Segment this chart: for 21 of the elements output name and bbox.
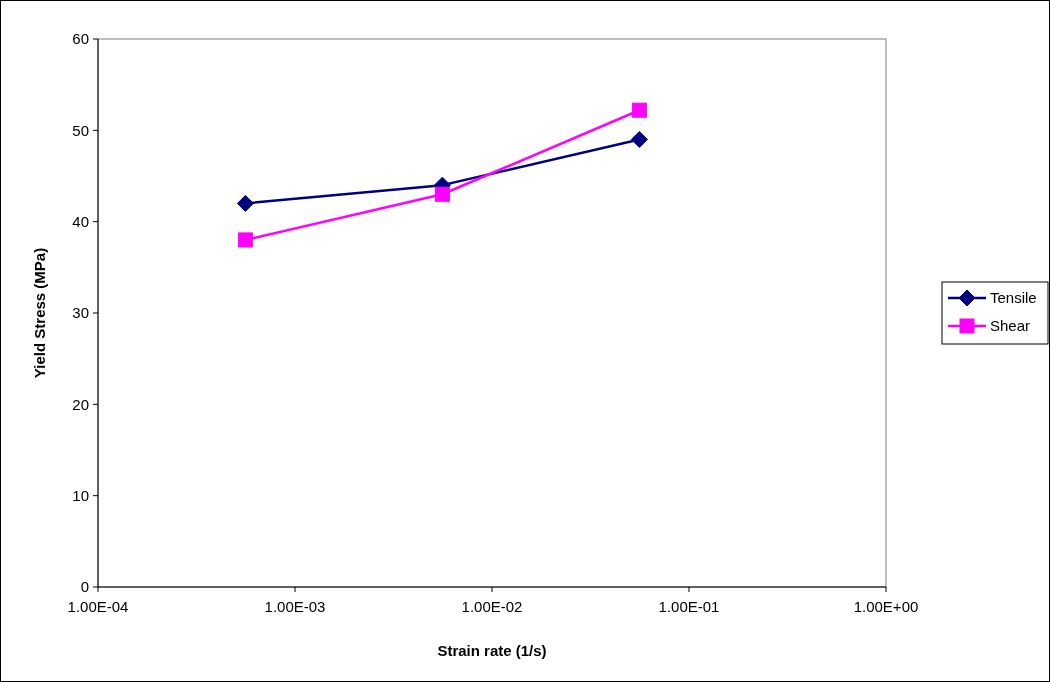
legend-label: Shear (990, 317, 1031, 335)
x-tick-label: 1.00E-04 (67, 598, 129, 615)
x-tick-label: 1.00E-01 (658, 598, 720, 615)
y-tick-label: 20 (72, 395, 89, 413)
x-axis-title: Strain rate (1/s) (437, 642, 547, 659)
point (630, 130, 648, 148)
y-tick-label: 30 (72, 304, 89, 322)
point (631, 102, 647, 118)
point (236, 194, 254, 212)
x-tick-label: 1.00E-03 (264, 598, 326, 615)
point (434, 186, 450, 202)
point (237, 232, 253, 248)
x-tick-label: 1.00E+00 (853, 598, 919, 615)
y-tick-label: 10 (72, 486, 89, 504)
y-axis-title: Yield Stress (MPa) (31, 247, 48, 379)
y-tick-label: 60 (72, 30, 89, 48)
y-tick-label: 50 (72, 121, 89, 139)
y-tick-label: 40 (72, 212, 89, 230)
x-tick-label: 1.00E-02 (461, 598, 523, 615)
legend-label: Tensile (990, 289, 1037, 307)
y-tick-label: 0 (80, 578, 89, 596)
